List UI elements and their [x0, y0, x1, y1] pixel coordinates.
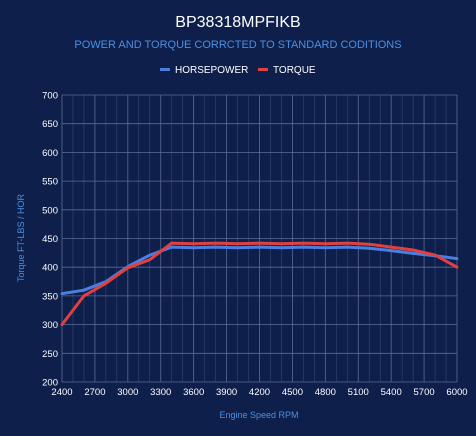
- x-tick-label: 2400: [51, 387, 72, 398]
- x-tick-label: 6000: [446, 387, 467, 398]
- y-axis-ticks: 200 250 300 350 400 450 500 550 600 650 700: [42, 91, 58, 389]
- x-tick-label: 5700: [414, 387, 435, 398]
- x-tick-label: 4800: [315, 387, 336, 398]
- y-tick-label: 250: [42, 349, 58, 360]
- x-tick-label: 3000: [117, 387, 138, 398]
- chart-subtitle: POWER AND TORQUE CORRCTED TO STANDARD CO…: [74, 39, 401, 51]
- x-axis-label: Engine Speed RPM: [219, 410, 298, 420]
- series-line-torque: [60, 241, 459, 327]
- x-tick-label: 3900: [216, 387, 237, 398]
- x-tick-label: 3600: [183, 387, 204, 398]
- legend-label-horsepower: HORSEPOWER: [175, 65, 248, 76]
- x-tick-label: 3300: [150, 387, 171, 398]
- y-tick-label: 200: [42, 378, 58, 389]
- x-tick-label: 5400: [381, 387, 402, 398]
- y-tick-label: 700: [42, 91, 58, 102]
- y-tick-label: 500: [42, 205, 58, 216]
- x-axis-ticks: 2400 2700 3000 3300 3600 3900 4200 4500 4800 5100…: [51, 387, 467, 398]
- legend-swatch-torque: [258, 68, 268, 71]
- legend: HORSEPOWER TORQUE: [160, 65, 316, 76]
- y-tick-label: 450: [42, 234, 58, 245]
- y-tick-label: 400: [42, 263, 58, 274]
- y-tick-label: 650: [42, 119, 58, 130]
- legend-label-torque: TORQUE: [273, 65, 316, 76]
- legend-swatch-horsepower: [160, 68, 170, 71]
- grid: [61, 94, 458, 383]
- y-tick-label: 350: [42, 291, 58, 302]
- x-tick-label: 4500: [282, 387, 303, 398]
- series-layer: [60, 241, 459, 327]
- x-tick-label: 4200: [249, 387, 270, 398]
- y-tick-label: 550: [42, 177, 58, 188]
- chart-title: BP38318MPFIKB: [175, 14, 300, 31]
- y-tick-label: 300: [42, 320, 58, 331]
- x-tick-label: 2700: [84, 387, 105, 398]
- y-tick-label: 600: [42, 148, 58, 159]
- y-axis-label: Torque FT-LBS / HOR: [16, 193, 26, 282]
- x-tick-label: 5100: [348, 387, 369, 398]
